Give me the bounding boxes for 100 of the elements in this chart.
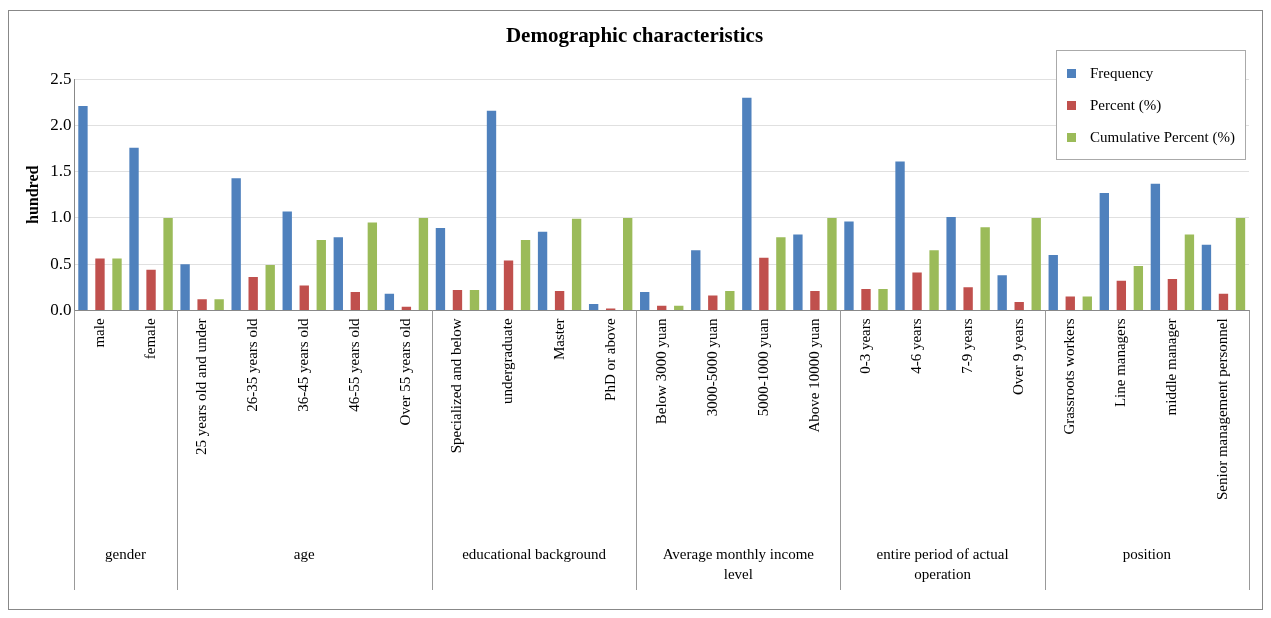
y-tick-label: 2.0	[50, 114, 72, 134]
bar	[946, 216, 956, 310]
x-tick-label: Below 3000 yuan	[652, 317, 669, 425]
x-tick-label: Above 10000 yuan	[805, 317, 822, 433]
bar	[367, 222, 378, 310]
x-tick-label: undergraduate	[499, 318, 516, 404]
bar	[1150, 183, 1161, 310]
bar	[1167, 278, 1178, 310]
bar	[691, 250, 701, 310]
bar	[1116, 280, 1127, 310]
bar	[725, 290, 735, 310]
bar	[810, 290, 820, 310]
bar	[1133, 266, 1144, 310]
bar	[588, 303, 599, 310]
bar	[878, 289, 888, 310]
x-tick-label: Senior management personnel	[1214, 318, 1231, 501]
bar	[282, 211, 292, 310]
bar	[350, 291, 360, 310]
x-tick-label: 4-6 years	[908, 318, 924, 374]
bar	[793, 234, 803, 310]
bar	[554, 290, 565, 310]
bar	[146, 269, 156, 310]
bar	[1218, 293, 1229, 310]
bar	[708, 295, 718, 310]
bar	[486, 110, 497, 310]
bar	[163, 217, 173, 310]
bar	[1065, 296, 1075, 310]
bar	[265, 265, 275, 310]
x-tick-label: 7-9 years	[959, 318, 976, 374]
bar	[929, 250, 939, 310]
bar	[895, 161, 905, 310]
bar	[861, 289, 871, 310]
bar	[1235, 217, 1246, 310]
bar	[129, 147, 139, 310]
bar	[180, 264, 190, 310]
x-tick-label: 25 years old and under	[193, 318, 210, 456]
x-tick-label: 0-3 years	[856, 318, 873, 374]
bar	[1082, 296, 1092, 310]
bar	[623, 217, 633, 310]
bar	[640, 291, 650, 310]
y-tick-label: 2.5	[50, 68, 72, 88]
text: age	[293, 546, 315, 563]
x-tick-label: Specialized and below	[448, 318, 465, 454]
bar	[112, 258, 122, 310]
x-tick-label: 26-35 years old	[244, 317, 261, 412]
bar	[571, 218, 582, 310]
x-tick-label: 36-45 years old	[295, 317, 312, 412]
x-tick-label: male	[90, 318, 107, 348]
legend-label: Cumulative Percent (%)	[1090, 128, 1235, 146]
bar	[231, 178, 241, 310]
text: educational background	[462, 546, 607, 563]
bar	[657, 305, 667, 310]
bar	[759, 257, 769, 310]
bar	[384, 293, 395, 310]
bar	[844, 221, 854, 310]
bar	[248, 277, 258, 310]
x-tick-label: PhD or above	[601, 318, 618, 401]
bar	[95, 258, 105, 310]
bar	[469, 290, 480, 310]
bar	[197, 299, 207, 310]
text: entire period of actual operation	[876, 546, 1009, 583]
x-tick-label: Over 55 years old	[397, 317, 414, 426]
bar	[78, 106, 88, 310]
x-tick-label: middle manager	[1163, 318, 1180, 416]
bar	[503, 260, 514, 310]
x-tick-label: Over 9 years	[1010, 318, 1027, 396]
bar	[997, 275, 1007, 310]
chart-title: Demographic characteristics	[505, 23, 764, 48]
text: position	[1122, 546, 1172, 563]
x-tick-label: 3000-5000 yuan	[703, 317, 720, 417]
text: gender	[105, 546, 146, 563]
text: Average monthly income level	[662, 546, 815, 583]
bar	[316, 240, 326, 310]
bar	[1048, 254, 1058, 310]
x-tick-label: 5000-1000 yuan	[754, 317, 771, 417]
bar	[912, 272, 922, 310]
x-tick-label: Line managers	[1112, 318, 1129, 408]
bar	[1201, 244, 1212, 310]
bar	[963, 287, 973, 310]
bar	[214, 299, 224, 310]
legend-label: Percent (%)	[1090, 96, 1162, 114]
y-axis-title: hundred	[23, 165, 41, 224]
bar	[333, 237, 343, 310]
bar	[418, 217, 429, 310]
bar	[299, 285, 309, 310]
bar	[1014, 302, 1024, 310]
x-tick-label: Master	[550, 318, 567, 361]
x-tick-label: Grassroots workers	[1061, 318, 1078, 435]
bar	[776, 237, 786, 310]
bar	[537, 231, 548, 310]
y-tick-label: 1.5	[50, 161, 72, 181]
bar	[1184, 234, 1195, 310]
bar	[452, 290, 463, 310]
x-tick-label: female	[141, 318, 158, 360]
bar	[401, 306, 412, 310]
bar	[980, 227, 990, 310]
bar	[742, 97, 752, 310]
legend-label: Frequency	[1090, 64, 1154, 82]
bar	[1099, 192, 1109, 310]
bar	[435, 228, 446, 310]
